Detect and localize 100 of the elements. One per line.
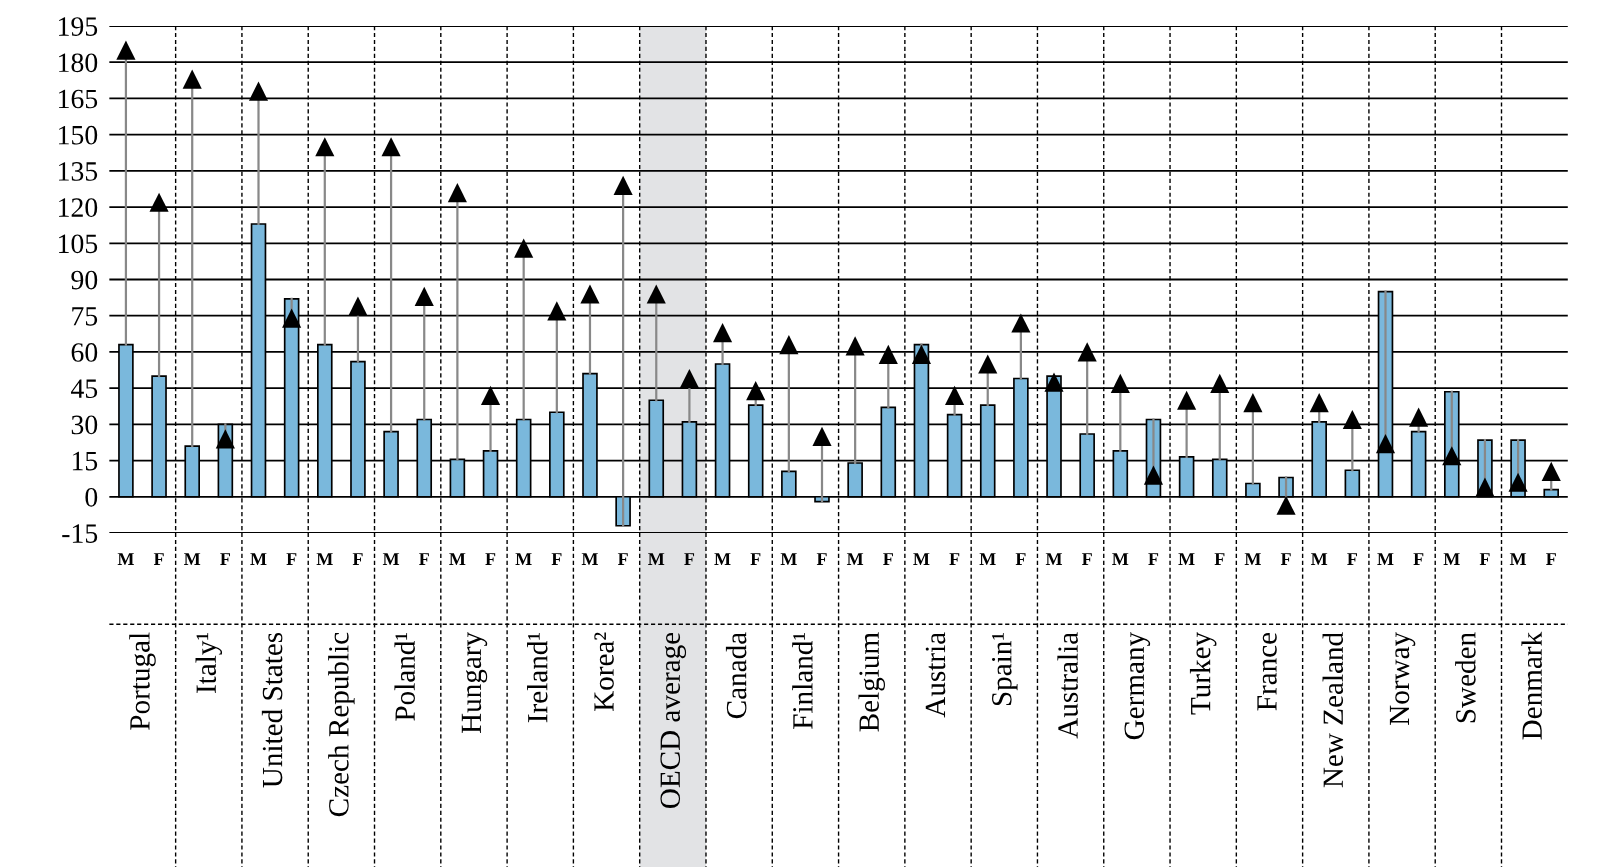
point — [911, 344, 932, 364]
point — [1309, 393, 1329, 413]
x-tick-label: F — [750, 553, 761, 565]
x-tick-label: M — [846, 553, 864, 565]
point — [1210, 373, 1230, 393]
x-tick-label: F — [1015, 553, 1026, 565]
x-tick-label: M — [1443, 553, 1460, 565]
x-tick-label: F — [153, 553, 164, 565]
text: Austria — [925, 632, 946, 718]
point — [679, 368, 699, 389]
x-tick-label: M — [382, 553, 400, 565]
point — [547, 301, 567, 321]
y-tick-label: 75 — [72, 307, 98, 326]
point — [1143, 465, 1164, 485]
x-tick-label: F — [1081, 553, 1092, 565]
x-tick-label: F — [419, 553, 429, 565]
text: Germany — [1124, 631, 1151, 740]
x-tick-label: F — [551, 553, 562, 565]
point — [480, 385, 501, 405]
x-tick-label: F — [684, 553, 695, 565]
point — [945, 385, 965, 405]
y-tick-label: -15 — [62, 524, 98, 543]
y-tick-label: 30 — [71, 415, 98, 435]
point — [116, 40, 136, 60]
y-tick-label: 135 — [59, 162, 98, 181]
point — [613, 175, 633, 195]
x-tick-label: M — [1509, 553, 1527, 565]
point — [878, 344, 898, 364]
y-tick-label: 165 — [59, 89, 98, 109]
x-tick-label: F — [485, 553, 496, 565]
point — [248, 81, 269, 101]
x-tick-label: M — [714, 553, 731, 565]
x-tick-label: F — [1214, 553, 1225, 565]
point — [812, 426, 832, 446]
point — [1243, 393, 1263, 413]
point — [1177, 390, 1197, 410]
x-tick-label: M — [184, 553, 201, 565]
y-tick-label: 180 — [59, 53, 98, 73]
point — [712, 323, 733, 343]
x-tick-label: F — [1280, 553, 1291, 565]
y-tick-label: 105 — [59, 234, 98, 254]
point — [282, 308, 302, 328]
point — [1342, 409, 1362, 430]
text: New Zealand — [1322, 632, 1344, 788]
x-tick-label: M — [913, 553, 930, 565]
text: Denmark — [1521, 631, 1542, 740]
text: United States — [261, 632, 283, 788]
point — [779, 335, 799, 355]
y-tick-label: 90 — [71, 270, 98, 290]
text: Norway — [1389, 631, 1416, 725]
x-tick-label: M — [648, 553, 665, 565]
text: Australia — [1057, 632, 1078, 739]
x-tick-label: M — [1244, 553, 1261, 565]
text: OECD average — [660, 632, 687, 809]
y-tick-label: 60 — [71, 343, 98, 362]
point — [1508, 472, 1528, 492]
x-tick-label: F — [352, 553, 363, 565]
text: Sweden — [1455, 632, 1476, 723]
point — [746, 380, 766, 401]
point — [1475, 477, 1495, 497]
point — [348, 296, 368, 316]
x-tick-label: M — [1310, 553, 1328, 565]
x-tick-label: F — [883, 553, 893, 565]
y-tick-label: 45 — [71, 379, 98, 399]
x-tick-label: M — [1178, 553, 1195, 565]
point — [215, 429, 235, 449]
x-tick-label: M — [1112, 553, 1129, 565]
x-tick-label: M — [979, 553, 996, 565]
text: Korea² — [594, 632, 614, 712]
x-tick-label: F — [816, 553, 827, 565]
x-tick-label: M — [515, 553, 532, 565]
y-tick-label: 15 — [72, 451, 98, 471]
point — [646, 284, 666, 304]
y-tick-label: 0 — [85, 487, 98, 507]
point — [381, 137, 401, 157]
text: Italy¹ — [195, 632, 223, 694]
text: Turkey — [1189, 631, 1217, 715]
x-tick-label: F — [949, 553, 960, 565]
x-tick-label: M — [1377, 553, 1394, 565]
text: Canada — [725, 632, 747, 719]
point — [149, 192, 169, 212]
x-tick-label: M — [117, 553, 134, 565]
y-tick-label: 150 — [59, 125, 98, 145]
text: Finland¹ — [792, 632, 813, 729]
x-tick-label: M — [581, 553, 598, 565]
text: Ireland¹ — [527, 632, 548, 723]
x-tick-label: F — [1413, 553, 1424, 565]
y-tick-label: 120 — [59, 198, 98, 217]
point — [1110, 373, 1130, 393]
x-tick-label: F — [286, 553, 297, 565]
point — [978, 354, 998, 374]
point — [1409, 407, 1429, 427]
point — [447, 183, 467, 203]
point — [182, 69, 202, 89]
text: Spain¹ — [992, 632, 1018, 706]
point — [1541, 461, 1561, 482]
x-tick-label: F — [1546, 553, 1556, 565]
x-tick-label: F — [220, 553, 231, 565]
text: Portugal — [129, 632, 156, 730]
text: Belgium — [858, 632, 885, 732]
